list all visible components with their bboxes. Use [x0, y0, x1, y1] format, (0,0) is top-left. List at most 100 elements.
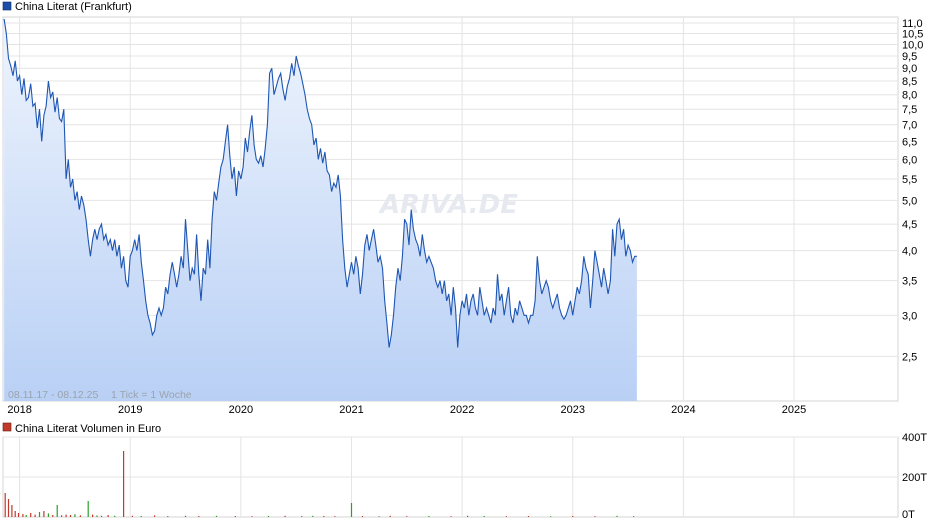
volume-bar: [505, 516, 507, 517]
volume-bar: [167, 516, 169, 517]
volume-bar: [284, 515, 286, 517]
volume-y-tick: 0T: [902, 509, 915, 521]
volume-bar: [633, 516, 635, 517]
price-line[interactable]: [3, 18, 637, 348]
volume-bar: [22, 514, 24, 517]
volume-bar: [350, 503, 353, 517]
price-y-tick: 7,5: [902, 104, 917, 116]
volume-bar: [65, 514, 67, 517]
price-y-tick: 10,5: [902, 29, 923, 41]
volume-bar: [550, 516, 552, 517]
price-y-tick: 8,5: [902, 76, 917, 88]
volume-y-tick: 200T: [902, 472, 927, 484]
volume-bar: [11, 505, 13, 517]
price-y-tick: 8,0: [902, 90, 917, 102]
price-x-tick: 2018: [7, 404, 31, 416]
volume-bar: [184, 515, 187, 517]
price-x-tick: 2023: [561, 404, 585, 416]
volume-bar: [215, 515, 218, 517]
price-legend-label: China Literat (Frankfurt): [15, 1, 132, 13]
tick-interval-label: 1 Tick = 1 Woche: [111, 389, 192, 401]
price-y-axis: 11,010,510,09,59,08,5 8,0 7,5 7,0 6,5 6,0 5,5 5…: [902, 18, 923, 363]
volume-bar: [378, 516, 380, 517]
volume-bar: [323, 516, 325, 517]
date-range-label: 08.11.17 - 08.12.25: [8, 389, 98, 401]
volume-bar: [594, 516, 596, 517]
volume-y-axis: 400T 200T 0T: [902, 432, 927, 521]
volume-bar: [100, 515, 103, 517]
volume-bar: [616, 515, 618, 517]
volume-bar: [123, 451, 125, 517]
volume-bar: [527, 516, 530, 517]
volume-bar: [450, 516, 452, 517]
volume-bar: [69, 515, 72, 517]
volume-bar: [107, 515, 109, 517]
price-legend-swatch: [2, 1, 12, 11]
price-y-tick: 5,5: [902, 174, 917, 186]
volume-y-tick: 400T: [902, 432, 927, 444]
price-x-tick: 2022: [450, 404, 474, 416]
volume-bar: [140, 516, 142, 517]
volume-bar: [572, 516, 574, 517]
volume-bar: [389, 515, 391, 517]
price-x-tick: 2025: [782, 404, 806, 416]
volume-bars: [4, 451, 635, 517]
volume-bar: [361, 516, 364, 517]
price-y-tick: 9,5: [902, 51, 917, 63]
volume-bar: [4, 493, 6, 517]
volume-bar: [30, 513, 32, 517]
volume-bar: [483, 516, 485, 517]
volume-bar: [312, 515, 314, 517]
price-x-tick: 2020: [229, 404, 253, 416]
volume-bar: [92, 514, 94, 517]
volume-bar: [406, 516, 408, 517]
price-y-tick: 5,0: [902, 195, 917, 207]
price-y-tick: 11,0: [902, 18, 923, 30]
price-y-tick: 4,0: [902, 246, 917, 258]
volume-bar: [428, 516, 430, 517]
volume-bar: [234, 516, 236, 517]
volume-bar: [267, 516, 270, 517]
volume-bar: [52, 515, 54, 517]
volume-bar: [17, 513, 20, 517]
volume-bar: [251, 516, 253, 517]
volume-bar: [61, 515, 63, 517]
volume-bar: [198, 516, 200, 517]
price-y-tick: 10,0: [902, 39, 923, 51]
volume-bar: [56, 505, 58, 517]
volume-bar: [79, 515, 81, 517]
volume-legend-label: China Literat Volumen in Euro: [15, 423, 161, 435]
volume-bar: [131, 515, 133, 517]
volume-bar: [47, 513, 49, 517]
volume-bar: [87, 501, 89, 517]
price-y-tick: 6,0: [902, 154, 917, 166]
volume-bar: [74, 514, 76, 517]
volume-grid: [3, 436, 898, 517]
volume-bar: [38, 512, 41, 517]
volume-bar: [34, 514, 36, 517]
volume-bar: [334, 516, 336, 517]
price-y-tick: 3,5: [902, 276, 917, 288]
volume-bar: [43, 511, 45, 517]
volume-bar: [154, 515, 156, 517]
price-y-tick: 6,5: [902, 136, 917, 148]
price-y-tick: 7,0: [902, 120, 917, 132]
price-x-tick: 2024: [671, 404, 695, 416]
volume-bar: [96, 515, 98, 517]
volume-bar: [14, 511, 16, 517]
price-y-tick: 4,5: [902, 219, 917, 231]
volume-bar: [25, 515, 27, 517]
price-y-tick: 3,0: [902, 310, 917, 322]
price-x-tick: 2019: [118, 404, 142, 416]
price-y-tick: 9,0: [902, 63, 917, 75]
volume-bar: [114, 515, 116, 517]
price-y-tick: 2,5: [902, 351, 917, 363]
volume-bar: [7, 499, 10, 517]
volume-legend-swatch: [2, 422, 12, 432]
volume-bar: [301, 516, 303, 517]
watermark: ARIVA.DE: [378, 190, 518, 220]
volume-bar: [467, 515, 469, 517]
price-x-axis: 2018 2019 2020 2021 2022 2023 2024 2025: [7, 404, 806, 416]
price-x-tick: 2021: [339, 404, 363, 416]
